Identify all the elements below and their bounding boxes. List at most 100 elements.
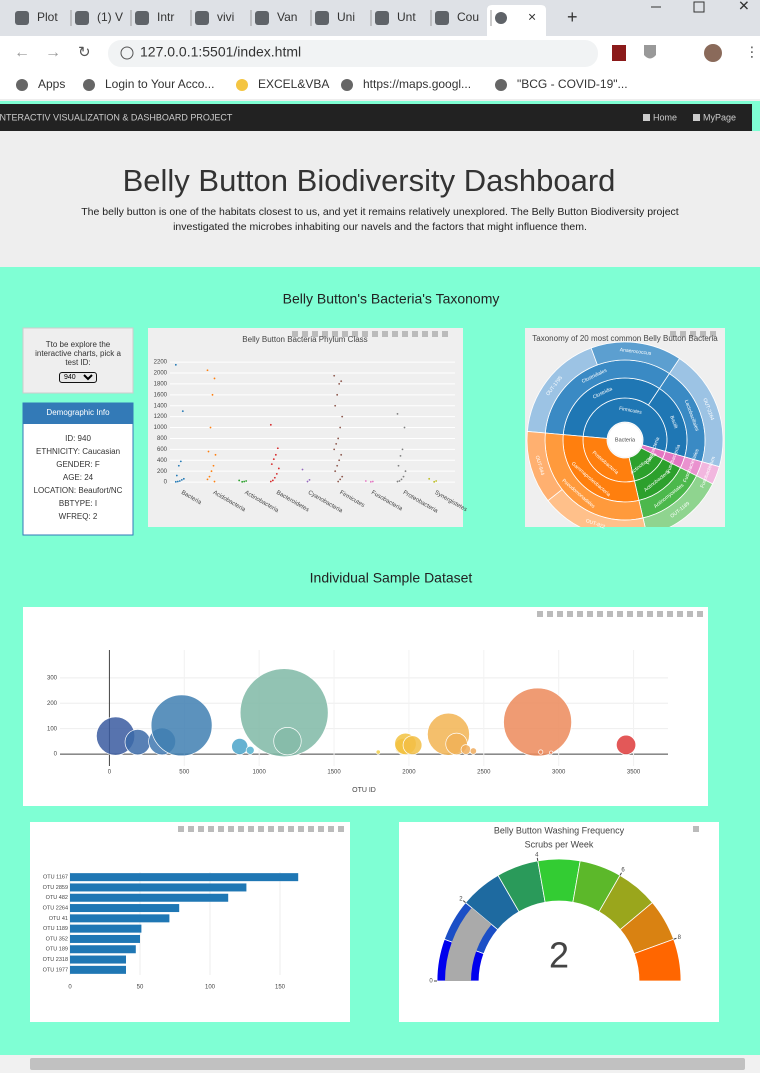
bar[interactable] bbox=[70, 873, 299, 882]
modebar-icon[interactable] bbox=[567, 611, 573, 617]
modebar-icon[interactable] bbox=[308, 826, 314, 832]
modebar-icon[interactable] bbox=[258, 826, 264, 832]
menu-button[interactable]: ⋮ bbox=[745, 44, 759, 60]
bookmark[interactable]: https://maps.googl... bbox=[363, 77, 471, 91]
nav-link[interactable]: Home bbox=[653, 112, 677, 122]
modebar-icon[interactable] bbox=[700, 331, 706, 337]
nav-link[interactable]: MyPage bbox=[703, 112, 736, 122]
tab-close[interactable]: × bbox=[528, 9, 536, 25]
bubble[interactable] bbox=[503, 687, 572, 757]
bubble[interactable] bbox=[150, 694, 213, 757]
modebar-icon[interactable] bbox=[318, 826, 324, 832]
reload-button[interactable]: ↻ bbox=[78, 44, 91, 61]
back-button[interactable]: ← bbox=[14, 44, 30, 61]
bar[interactable] bbox=[70, 965, 126, 974]
bookmark[interactable]: Apps bbox=[38, 77, 65, 91]
bar[interactable] bbox=[70, 904, 180, 913]
bar[interactable] bbox=[70, 934, 140, 943]
bar[interactable] bbox=[70, 955, 126, 964]
scrollbar-thumb[interactable] bbox=[30, 1058, 745, 1070]
bar[interactable] bbox=[70, 893, 229, 902]
modebar-icon[interactable] bbox=[637, 611, 643, 617]
bookmark[interactable]: Login to Your Acco... bbox=[105, 77, 214, 91]
bar[interactable] bbox=[70, 883, 247, 892]
bubble[interactable] bbox=[239, 668, 329, 758]
bubble[interactable] bbox=[124, 729, 151, 756]
bar[interactable] bbox=[70, 945, 136, 954]
modebar-icon[interactable] bbox=[322, 331, 328, 337]
modebar-icon[interactable] bbox=[587, 611, 593, 617]
modebar-icon[interactable] bbox=[328, 826, 334, 832]
modebar-icon[interactable] bbox=[677, 611, 683, 617]
bookmark[interactable]: "BCG - COVID-19"... bbox=[517, 77, 628, 91]
modebar-icon[interactable] bbox=[312, 331, 318, 337]
modebar-icon[interactable] bbox=[392, 331, 398, 337]
modebar-icon[interactable] bbox=[577, 611, 583, 617]
modebar-icon[interactable] bbox=[342, 331, 348, 337]
window-close[interactable]: ✕ bbox=[738, 0, 750, 14]
bubble[interactable] bbox=[469, 747, 477, 755]
modebar-icon[interactable] bbox=[208, 826, 214, 832]
modebar-icon[interactable] bbox=[667, 611, 673, 617]
tab-title[interactable]: Plot bbox=[37, 10, 58, 24]
modebar-icon[interactable] bbox=[687, 611, 693, 617]
tab-title[interactable]: (1) V bbox=[97, 10, 123, 24]
bubble[interactable] bbox=[549, 750, 554, 755]
modebar-icon[interactable] bbox=[412, 331, 418, 337]
modebar-icon[interactable] bbox=[422, 331, 428, 337]
bubble[interactable] bbox=[402, 735, 423, 755]
address-bar[interactable] bbox=[108, 40, 598, 67]
bubble[interactable] bbox=[538, 749, 544, 755]
modebar-icon[interactable] bbox=[557, 611, 563, 617]
window-maximize[interactable] bbox=[693, 1, 705, 13]
modebar-icon[interactable] bbox=[607, 611, 613, 617]
tab-title[interactable]: vivi bbox=[217, 10, 234, 24]
modebar-icon[interactable] bbox=[298, 826, 304, 832]
modebar-icon[interactable] bbox=[690, 331, 696, 337]
modebar-icon[interactable] bbox=[292, 331, 298, 337]
extension-icon[interactable] bbox=[612, 45, 626, 61]
tab-title[interactable]: Intr bbox=[157, 10, 174, 24]
modebar-icon[interactable] bbox=[670, 331, 676, 337]
bubble[interactable] bbox=[231, 738, 249, 755]
bookmark[interactable]: EXCEL&VBA bbox=[258, 77, 329, 91]
bubble[interactable] bbox=[460, 744, 472, 755]
modebar-icon[interactable] bbox=[547, 611, 553, 617]
bar[interactable] bbox=[70, 914, 170, 923]
modebar-icon[interactable] bbox=[617, 611, 623, 617]
tab-title[interactable]: Unt bbox=[397, 10, 416, 24]
modebar-icon[interactable] bbox=[188, 826, 194, 832]
modebar-icon[interactable] bbox=[372, 331, 378, 337]
modebar-icon[interactable] bbox=[218, 826, 224, 832]
site-info[interactable] bbox=[120, 46, 134, 60]
profile-avatar[interactable] bbox=[704, 44, 722, 62]
sunburst-segment[interactable] bbox=[526, 431, 563, 502]
extension-icon[interactable] bbox=[644, 45, 656, 59]
modebar-icon[interactable] bbox=[597, 611, 603, 617]
modebar-icon[interactable] bbox=[178, 826, 184, 832]
modebar-icon[interactable] bbox=[302, 331, 308, 337]
modebar-icon[interactable] bbox=[288, 826, 294, 832]
modebar-icon[interactable] bbox=[693, 826, 699, 832]
modebar-icon[interactable] bbox=[248, 826, 254, 832]
modebar-icon[interactable] bbox=[338, 826, 344, 832]
modebar-icon[interactable] bbox=[278, 826, 284, 832]
modebar-icon[interactable] bbox=[238, 826, 244, 832]
modebar-icon[interactable] bbox=[402, 331, 408, 337]
bubble[interactable] bbox=[273, 727, 302, 756]
modebar-icon[interactable] bbox=[627, 611, 633, 617]
tab-title[interactable]: Uni bbox=[337, 10, 355, 24]
modebar-icon[interactable] bbox=[268, 826, 274, 832]
forward-button[interactable]: → bbox=[45, 44, 61, 61]
modebar-icon[interactable] bbox=[697, 611, 703, 617]
modebar-icon[interactable] bbox=[647, 611, 653, 617]
test-id-select[interactable]: 940 bbox=[59, 372, 97, 383]
modebar-icon[interactable] bbox=[382, 331, 388, 337]
bubble[interactable] bbox=[375, 749, 381, 755]
bubble[interactable] bbox=[245, 745, 255, 755]
modebar-icon[interactable] bbox=[680, 331, 686, 337]
modebar-icon[interactable] bbox=[332, 331, 338, 337]
modebar-icon[interactable] bbox=[710, 331, 716, 337]
modebar-icon[interactable] bbox=[657, 611, 663, 617]
tab-title[interactable]: Van bbox=[277, 10, 297, 24]
